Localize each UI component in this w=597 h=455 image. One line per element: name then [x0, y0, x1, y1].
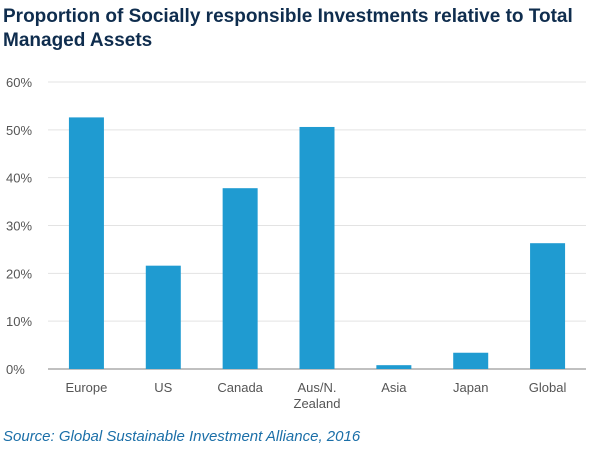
- y-tick-label: 40%: [6, 171, 32, 186]
- chart-title: Proportion of Socially responsible Inves…: [3, 6, 573, 51]
- bar: [145, 265, 181, 369]
- bars: [68, 117, 566, 369]
- y-tick-label: 60%: [6, 75, 32, 90]
- x-tick-label: Canada: [217, 380, 263, 395]
- bar: [299, 126, 335, 369]
- bar: [222, 188, 258, 369]
- x-tick-label: Japan: [453, 380, 488, 395]
- source-note: Source: Global Sustainable Investment Al…: [3, 428, 361, 445]
- bar: [376, 365, 412, 369]
- y-tick-label: 50%: [6, 123, 32, 138]
- y-tick-label: 0%: [6, 362, 25, 377]
- x-tick-label: Europe: [65, 380, 107, 395]
- x-axis-tick-labels: Europe US Canada Aus/N. Zealand Asia Japan Glob…: [65, 380, 566, 411]
- x-tick-label: US: [154, 380, 172, 395]
- x-tick-label: Asia: [381, 380, 407, 395]
- bar: [453, 352, 489, 369]
- x-tick-label: Global: [529, 380, 567, 395]
- y-tick-label: 20%: [6, 266, 32, 281]
- bar: [68, 117, 104, 369]
- bar: [530, 243, 566, 369]
- x-tick-label: Aus/N. Zealand: [294, 380, 341, 411]
- y-tick-label: 10%: [6, 314, 32, 329]
- y-tick-label: 30%: [6, 219, 32, 234]
- y-axis-tick-labels: 0% 10% 20% 30% 40% 50% 60%: [6, 75, 32, 377]
